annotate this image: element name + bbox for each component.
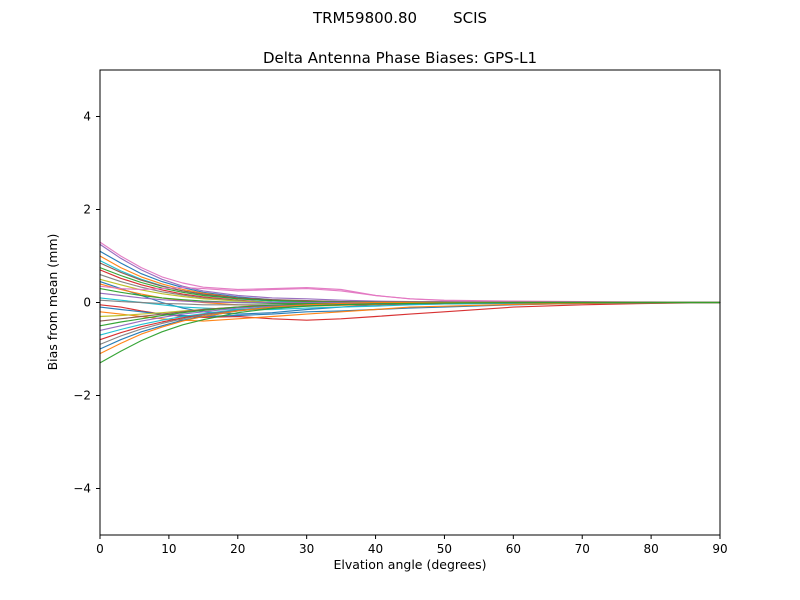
series-line [99,301,721,322]
series-line [99,301,721,345]
antenna-model-label: TRM59800.80 [312,9,418,27]
x-tick-label: 70 [575,542,590,556]
x-tick-label: 30 [299,542,314,556]
plot-area: 0 10 20 30 40 50 60 70 80 90 −4 −2 0 2 4 [73,69,728,556]
y-tick-label: −2 [73,389,91,403]
series-line [99,250,721,304]
y-tick-label: 0 [83,296,91,310]
series-line [99,301,721,364]
x-tick-label: 60 [506,542,521,556]
y-tick-label: 2 [83,203,91,217]
x-tick-label: 0 [96,542,104,556]
figure-title: TRM59800.80 SCIS [0,9,800,27]
x-tick-label: 10 [161,542,176,556]
y-tick-label: 4 [83,110,91,124]
x-tick-label: 20 [230,542,245,556]
x-axis-label: Elvation angle (degrees) [333,557,486,572]
x-tick-label: 50 [437,542,452,556]
series-line [99,274,721,305]
x-tick-label: 40 [368,542,383,556]
chart-title: Delta Antenna Phase Biases: GPS-L1 [262,49,538,67]
x-tick-label: 80 [643,542,658,556]
series-line [99,297,721,311]
series-line [99,269,721,306]
y-tick-label: −4 [73,482,91,496]
site-code-label: SCIS [453,9,488,27]
y-axis-label: Bias from mean (mm) [45,234,60,371]
x-tick-label: 90 [712,542,727,556]
series-line [99,285,721,304]
